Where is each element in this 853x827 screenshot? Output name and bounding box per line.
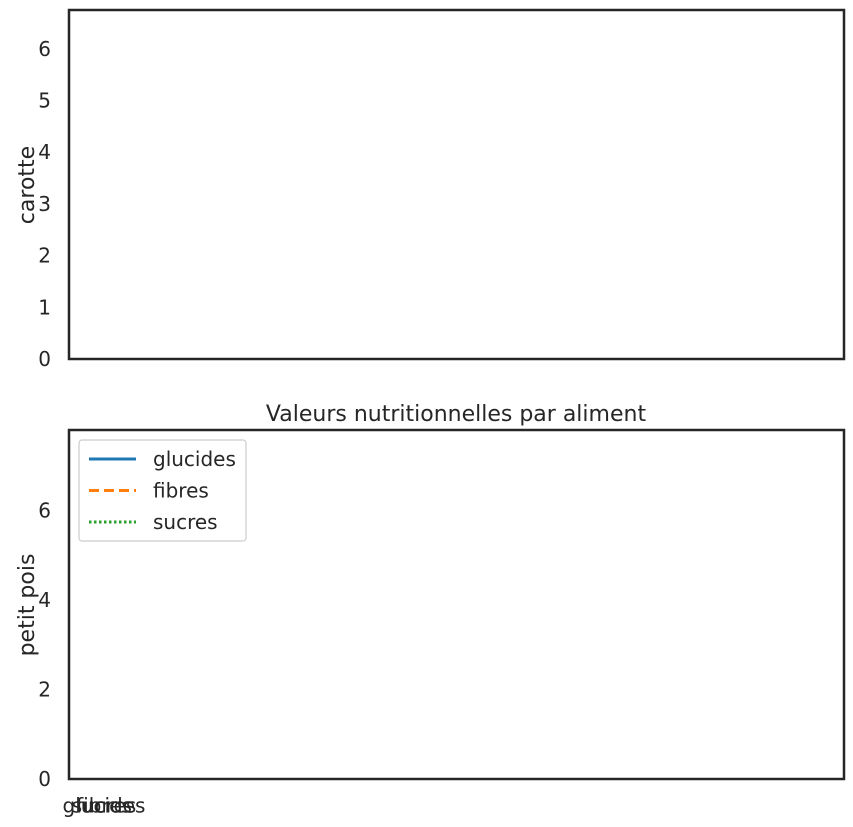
x-tick-label: sucres — [72, 794, 137, 818]
x-tick-label: fibres — [76, 794, 132, 818]
legend-label-glucides: glucides — [153, 447, 236, 471]
y-axis-label-top: carotte — [15, 146, 40, 224]
y-tick-label-bottom: 2 — [38, 678, 51, 702]
y-tick-label-bottom: 4 — [38, 588, 51, 612]
subplot-petit-pois: Valeurs nutritionnelles par aliment 0 2 4 6… — [15, 402, 846, 818]
legend-label-fibres: fibres — [153, 479, 209, 503]
y-axis-label-bottom: petit pois — [15, 554, 40, 657]
y-tick-label-top: 3 — [38, 192, 51, 216]
y-tick-label-top: 4 — [38, 140, 51, 164]
y-tick-label-top: 0 — [38, 347, 51, 371]
y-tick-label-top: 2 — [38, 244, 51, 268]
legend-box — [78, 439, 247, 542]
chart-title: Valeurs nutritionnelles par aliment — [266, 402, 647, 427]
y-tick-label-top: 5 — [38, 88, 51, 112]
y-tick-label-top: 1 — [38, 295, 51, 319]
axes-frame-bottom — [67, 428, 846, 781]
y-ticks-top: 0 1 2 3 4 5 6 — [38, 37, 51, 371]
subplot-carotte: 0 1 2 3 4 5 6 carotte — [15, 8, 846, 371]
legend: glucides fibres sucres — [78, 439, 247, 542]
legend-label-sucres: sucres — [153, 510, 218, 534]
y-tick-label-top: 6 — [38, 37, 51, 61]
y-tick-label-bottom: 0 — [38, 767, 51, 791]
y-tick-label-bottom: 6 — [38, 499, 51, 523]
axes-frame-top — [67, 8, 846, 361]
x-tick-label: glucides — [63, 794, 146, 818]
y-ticks-bottom: 0 2 4 6 — [38, 499, 51, 791]
